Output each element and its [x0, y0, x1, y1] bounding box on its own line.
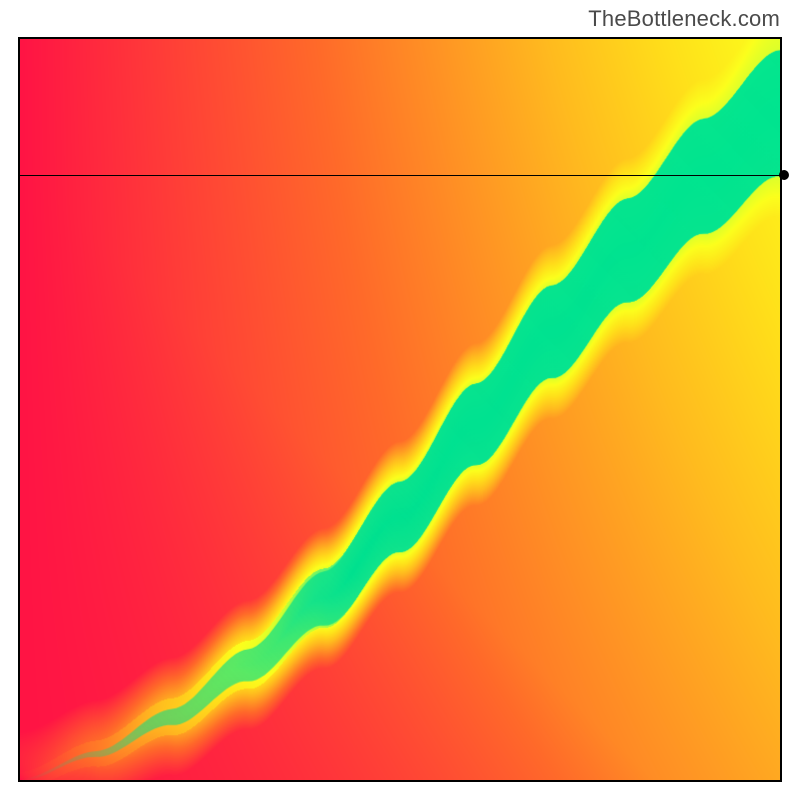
annotation-line-endpoint-dot [779, 170, 789, 180]
chart-container: TheBottleneck.com [0, 0, 800, 800]
plot-frame [18, 37, 782, 782]
watermark-text: TheBottleneck.com [588, 6, 780, 32]
heatmap-canvas [20, 39, 780, 780]
annotation-horizontal-line [20, 175, 780, 176]
